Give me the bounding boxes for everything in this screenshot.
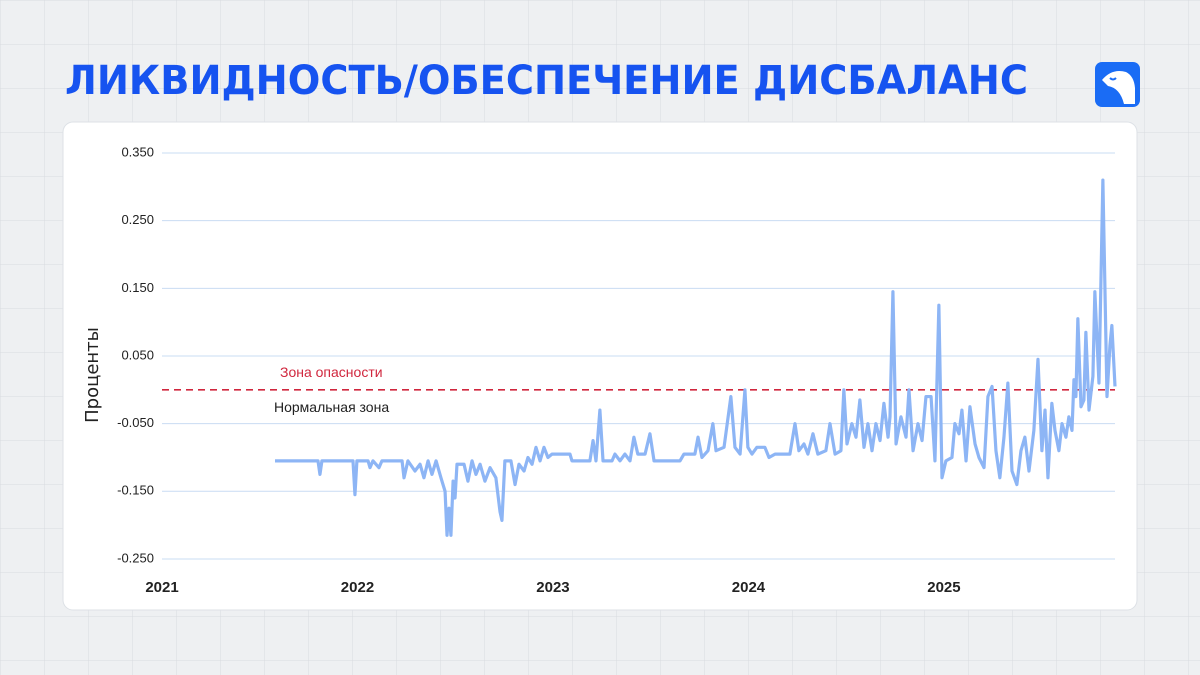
y-tick-label: 0.050 (121, 347, 154, 362)
y-tick-label: 0.350 (121, 144, 154, 159)
y-tick-label: -0.250 (117, 550, 154, 565)
y-tick-label: -0.050 (117, 415, 154, 430)
y-axis-label: Проценты (82, 327, 103, 423)
x-tick-label: 2021 (145, 579, 178, 596)
x-tick-label: 2023 (536, 579, 569, 596)
y-tick-label: 0.250 (121, 212, 154, 227)
normal-zone-label: Нормальная зона (274, 399, 389, 415)
y-tick-label: 0.150 (121, 280, 154, 295)
x-tick-label: 2022 (341, 579, 374, 596)
danger-zone-label: Зона опасности (280, 364, 383, 380)
x-tick-label: 2024 (732, 579, 766, 596)
page-title: ЛИКВИДНОСТЬ/ОБЕСПЕЧЕНИЕ ДИСБАЛАНС (65, 58, 1028, 104)
y-tick-label: -0.150 (117, 483, 154, 498)
data-line (274, 178, 1117, 537)
logo (1095, 62, 1140, 107)
x-tick-label: 2025 (927, 579, 960, 596)
chart-card (62, 121, 1138, 611)
